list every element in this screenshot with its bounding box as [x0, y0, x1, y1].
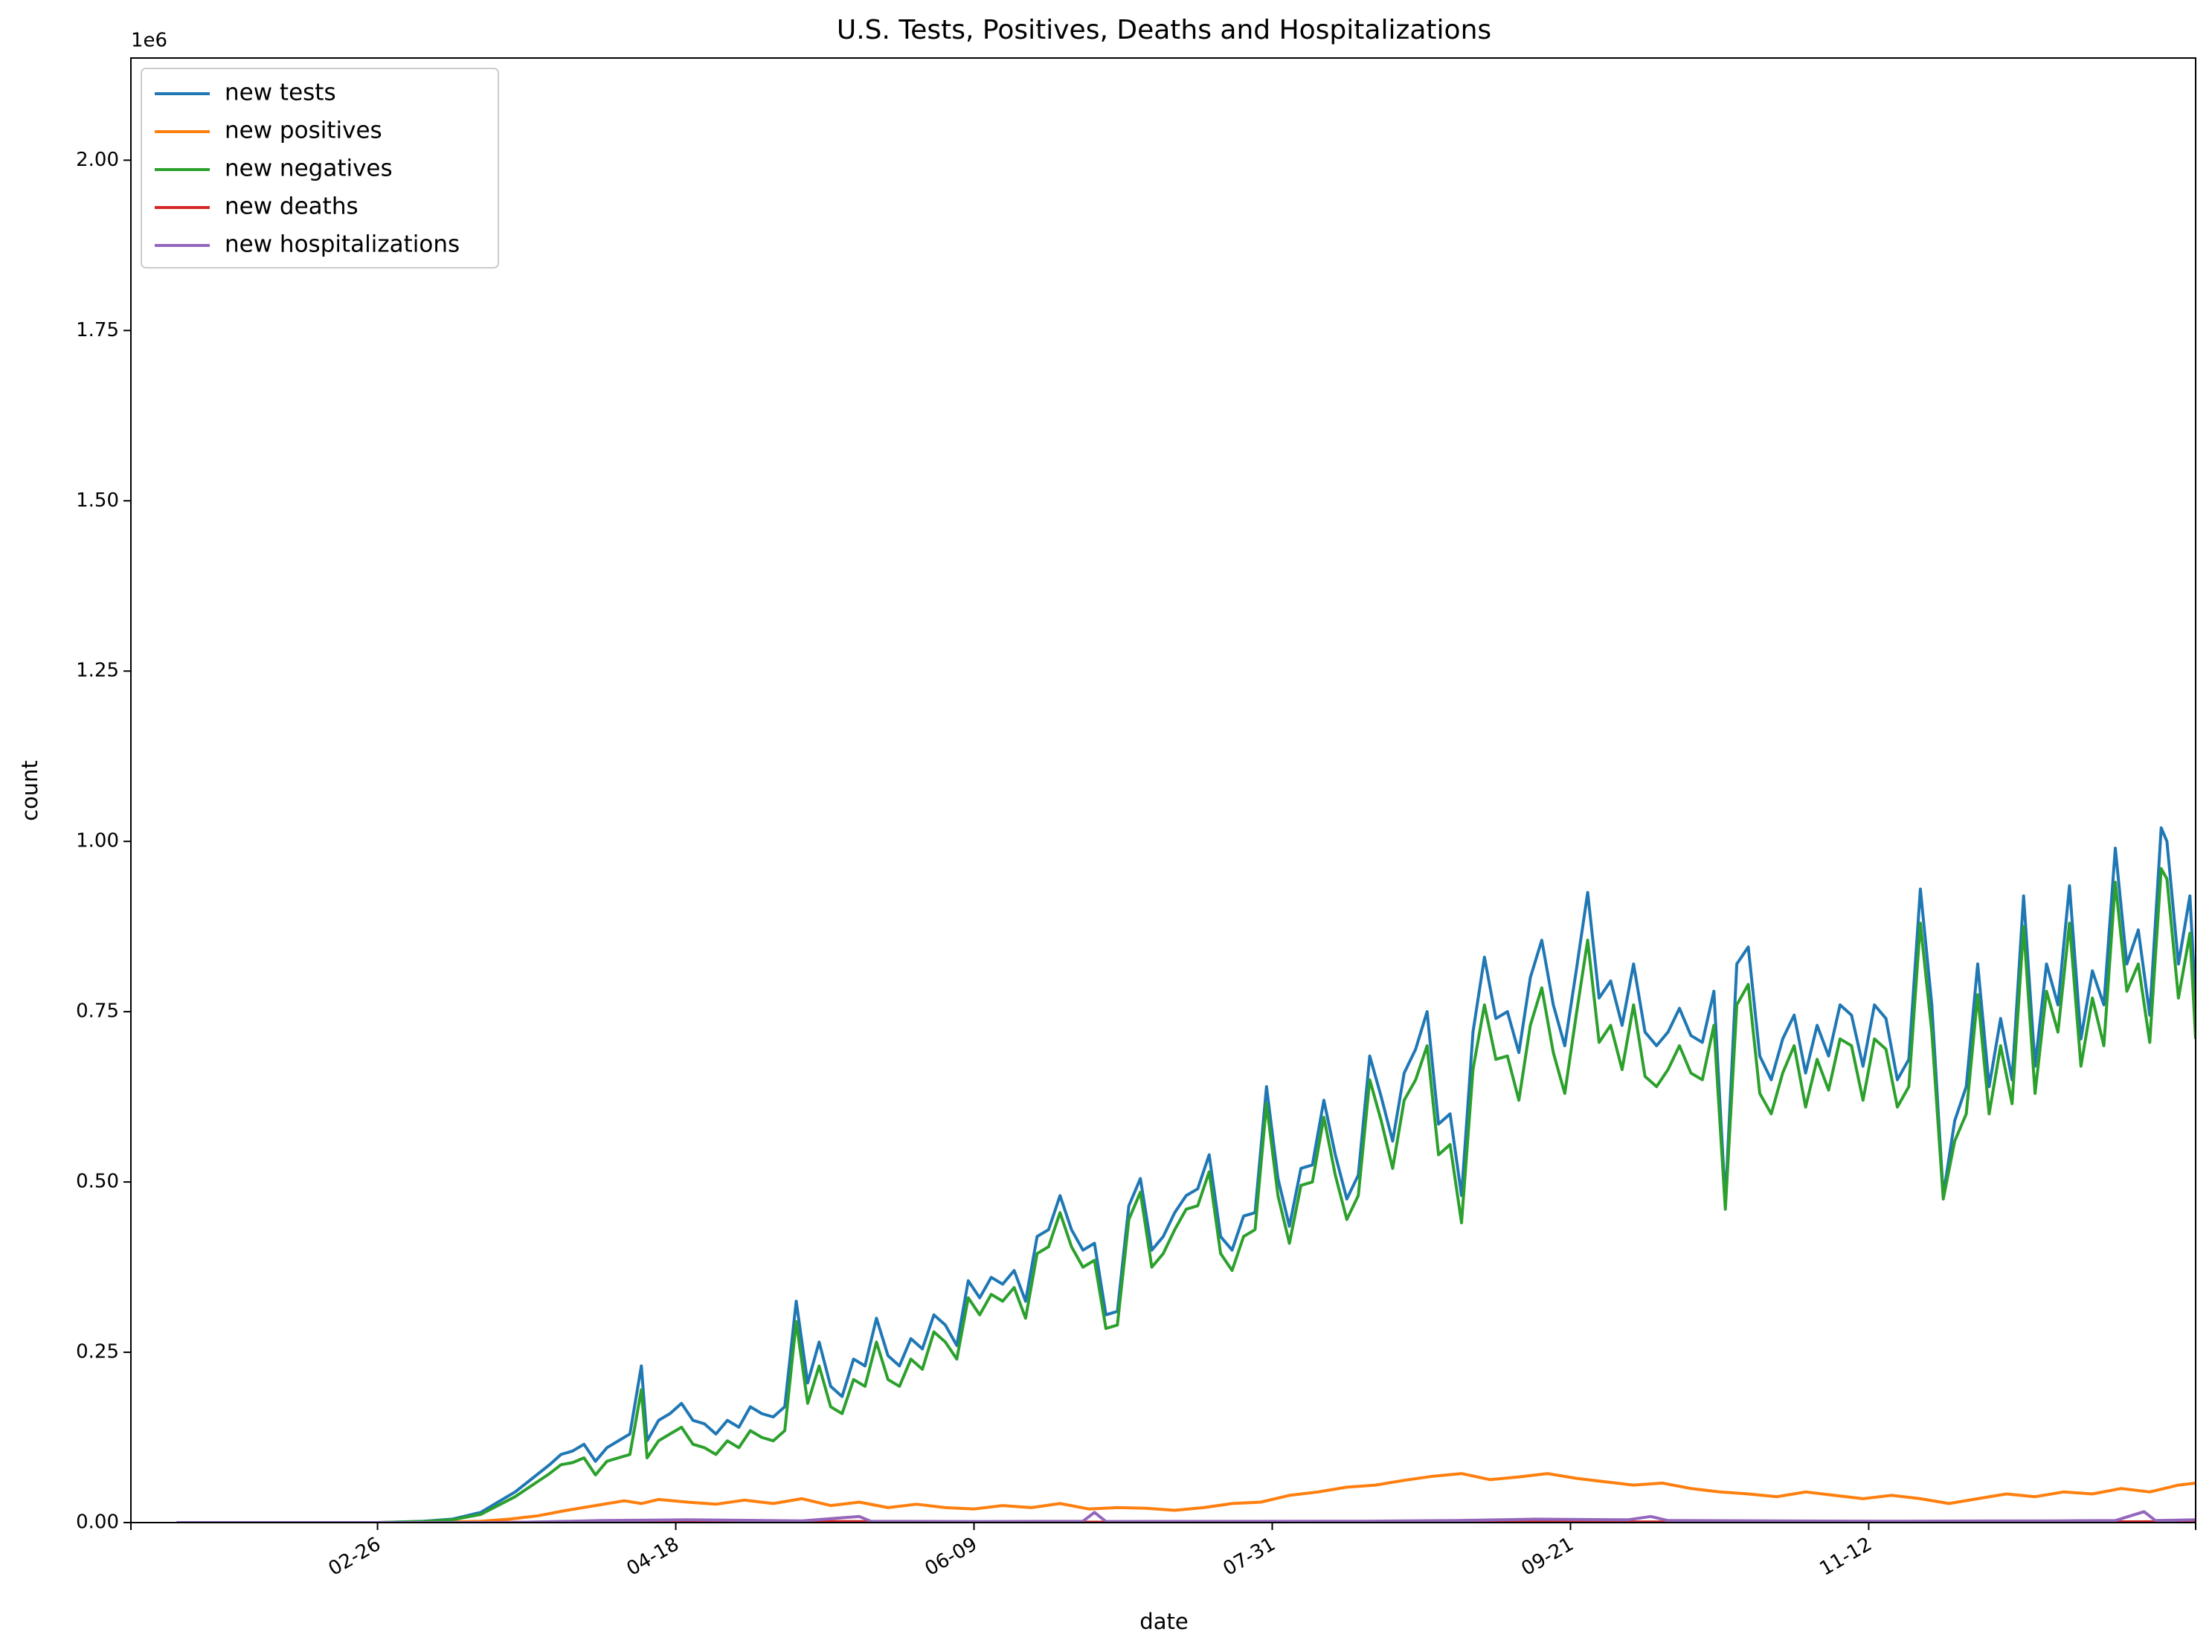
series-line-new-hospitalizations: [176, 1510, 2196, 1523]
legend-label-new-deaths: new deaths: [225, 193, 359, 220]
y-offset-label: 1e6: [131, 30, 167, 52]
legend-label-new-negatives: new negatives: [225, 155, 393, 182]
y-ticks: 0.00 0.25 0.50 0.75 1.00 1.25 1.50 1.75 2.00: [76, 149, 131, 1534]
series-line-new-negatives: [176, 867, 2196, 1523]
y-tick-label: 1.50: [76, 489, 119, 512]
legend-label-new-tests: new tests: [225, 80, 336, 106]
plot-frame: [130, 57, 2196, 1523]
y-tick-label: 1.00: [76, 830, 119, 852]
y-tick-label: 1.25: [76, 660, 119, 682]
legend-items: new tests new positives new negatives new d…: [155, 80, 460, 258]
y-tick-label: 0.00: [76, 1511, 119, 1534]
y-tick-label: 0.75: [76, 1000, 119, 1023]
legend-label-new-positives: new positives: [225, 118, 382, 144]
y-tick-label: 0.25: [76, 1341, 119, 1363]
y-tick-label: 0.50: [76, 1171, 119, 1193]
y-tick-label: 2.00: [76, 149, 119, 171]
legend-box: [141, 68, 499, 269]
y-tick-label: 1.75: [76, 319, 119, 341]
legend: new tests new positives new negatives new d…: [141, 68, 499, 269]
y-axis-label: count: [17, 760, 42, 821]
plot-area: [130, 57, 2196, 1523]
x-axis-label: date: [1139, 1609, 1188, 1634]
series-line-new-tests: [176, 826, 2196, 1523]
legend-label-new-hospitalizations: new hospitalizations: [225, 231, 460, 258]
series-line-new-positives: [176, 1472, 2196, 1523]
chart-title: U.S. Tests, Positives, Deaths and Hospit…: [837, 15, 1491, 45]
